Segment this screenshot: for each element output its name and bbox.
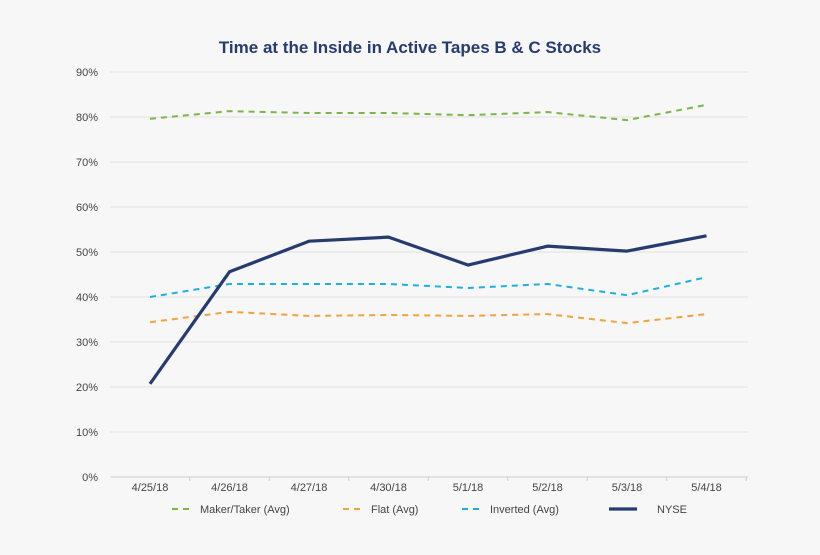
legend-label: Inverted (Avg) (490, 504, 559, 516)
y-tick-label: 40% (76, 292, 98, 304)
y-tick-label: 50% (76, 247, 98, 259)
x-tick-label: 5/3/18 (612, 482, 643, 494)
legend-label: Maker/Taker (Avg) (200, 504, 290, 516)
y-tick-label: 20% (76, 382, 98, 394)
x-tick-label: 4/25/18 (132, 482, 169, 494)
y-tick-label: 60% (76, 202, 98, 214)
legend-label: Flat (Avg) (371, 504, 418, 516)
x-tick-label: 5/1/18 (453, 482, 484, 494)
y-tick-label: 0% (82, 472, 98, 484)
series-line (148, 234, 707, 385)
legend-label: NYSE (657, 504, 687, 516)
series-line (149, 103, 707, 122)
x-tick-label: 5/2/18 (532, 482, 563, 494)
chart-title: Time at the Inside in Active Tapes B & C… (218, 38, 602, 57)
y-tick-label: 80% (76, 112, 98, 124)
y-tick-label: 30% (76, 337, 98, 349)
series-line (149, 276, 707, 298)
x-tick-label: 4/27/18 (291, 482, 328, 494)
series-line (149, 310, 707, 325)
y-tick-label: 70% (76, 157, 98, 169)
x-tick-label: 4/30/18 (370, 482, 407, 494)
y-tick-label: 90% (76, 67, 98, 79)
y-tick-label: 10% (76, 427, 98, 439)
x-tick-label: 4/26/18 (211, 482, 248, 494)
x-tick-label: 5/4/18 (691, 482, 722, 494)
